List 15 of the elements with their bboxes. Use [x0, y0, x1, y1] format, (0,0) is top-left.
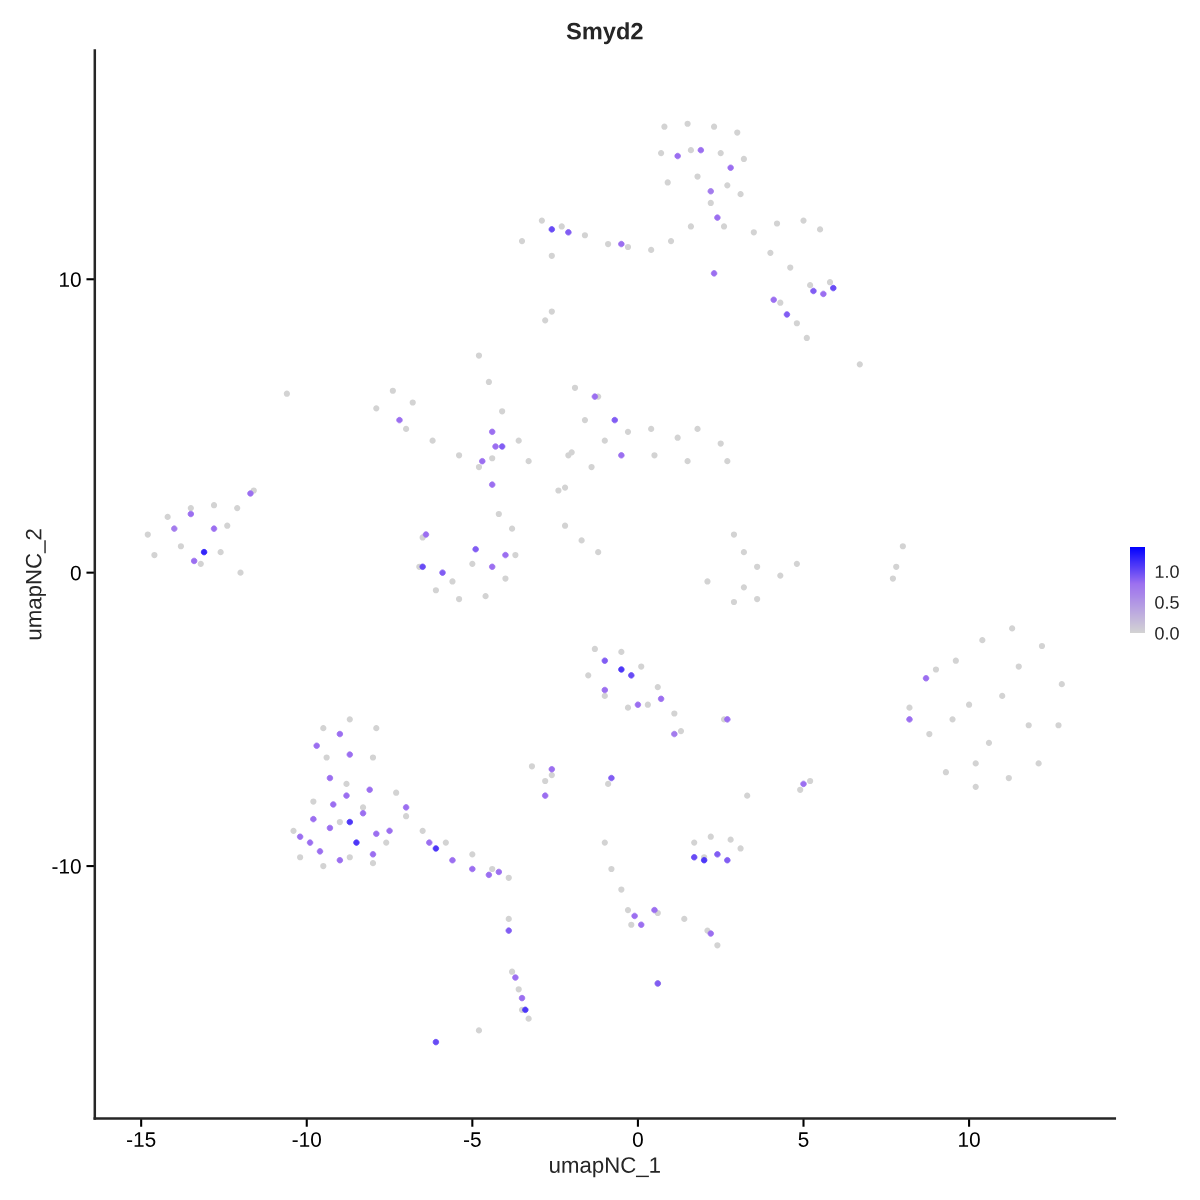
y-tick-label: -10: [52, 859, 81, 874]
color-bar-label: 0.0: [1155, 626, 1179, 640]
x-tick-label: 10: [959, 1132, 980, 1147]
x-tick-label: 5: [798, 1132, 809, 1147]
chart-title: Smyd2: [566, 22, 643, 45]
x-tick-label: -5: [464, 1132, 481, 1147]
x-tick-label: -10: [292, 1132, 321, 1147]
x-tick-label: 0: [632, 1132, 643, 1147]
color-bar-label: 0.5: [1155, 596, 1179, 609]
x-axis-title: umapNC_1: [550, 1157, 660, 1178]
color-bar-label: 1.0: [1155, 565, 1179, 579]
y-tick-label: 10: [60, 272, 81, 288]
y-axis-title: umapNC_2: [25, 529, 46, 640]
x-tick-label: -15: [127, 1132, 156, 1147]
y-tick-label: 0: [70, 565, 81, 581]
